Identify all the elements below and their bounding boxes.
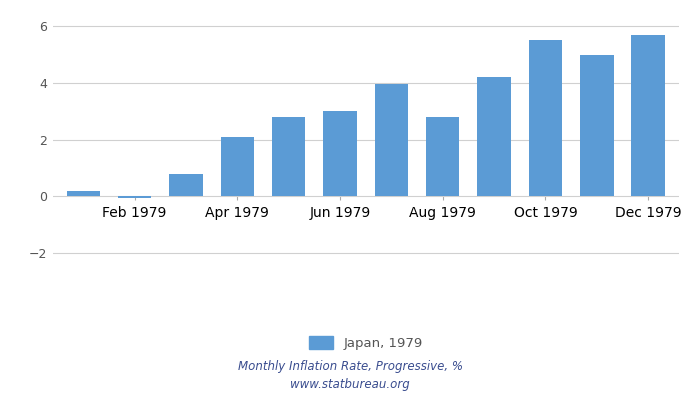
Bar — [169, 174, 203, 196]
Bar — [426, 117, 459, 196]
Text: www.statbureau.org: www.statbureau.org — [290, 378, 410, 391]
Bar — [220, 137, 254, 196]
Bar — [66, 191, 100, 196]
Bar — [631, 35, 665, 196]
Bar — [528, 40, 562, 196]
Text: Monthly Inflation Rate, Progressive, %: Monthly Inflation Rate, Progressive, % — [237, 360, 463, 373]
Bar — [374, 84, 408, 196]
Bar — [118, 196, 151, 198]
Bar — [477, 77, 511, 196]
Legend: Japan, 1979: Japan, 1979 — [309, 336, 423, 350]
Bar — [323, 111, 357, 196]
Bar — [272, 117, 305, 196]
Bar — [580, 54, 613, 196]
